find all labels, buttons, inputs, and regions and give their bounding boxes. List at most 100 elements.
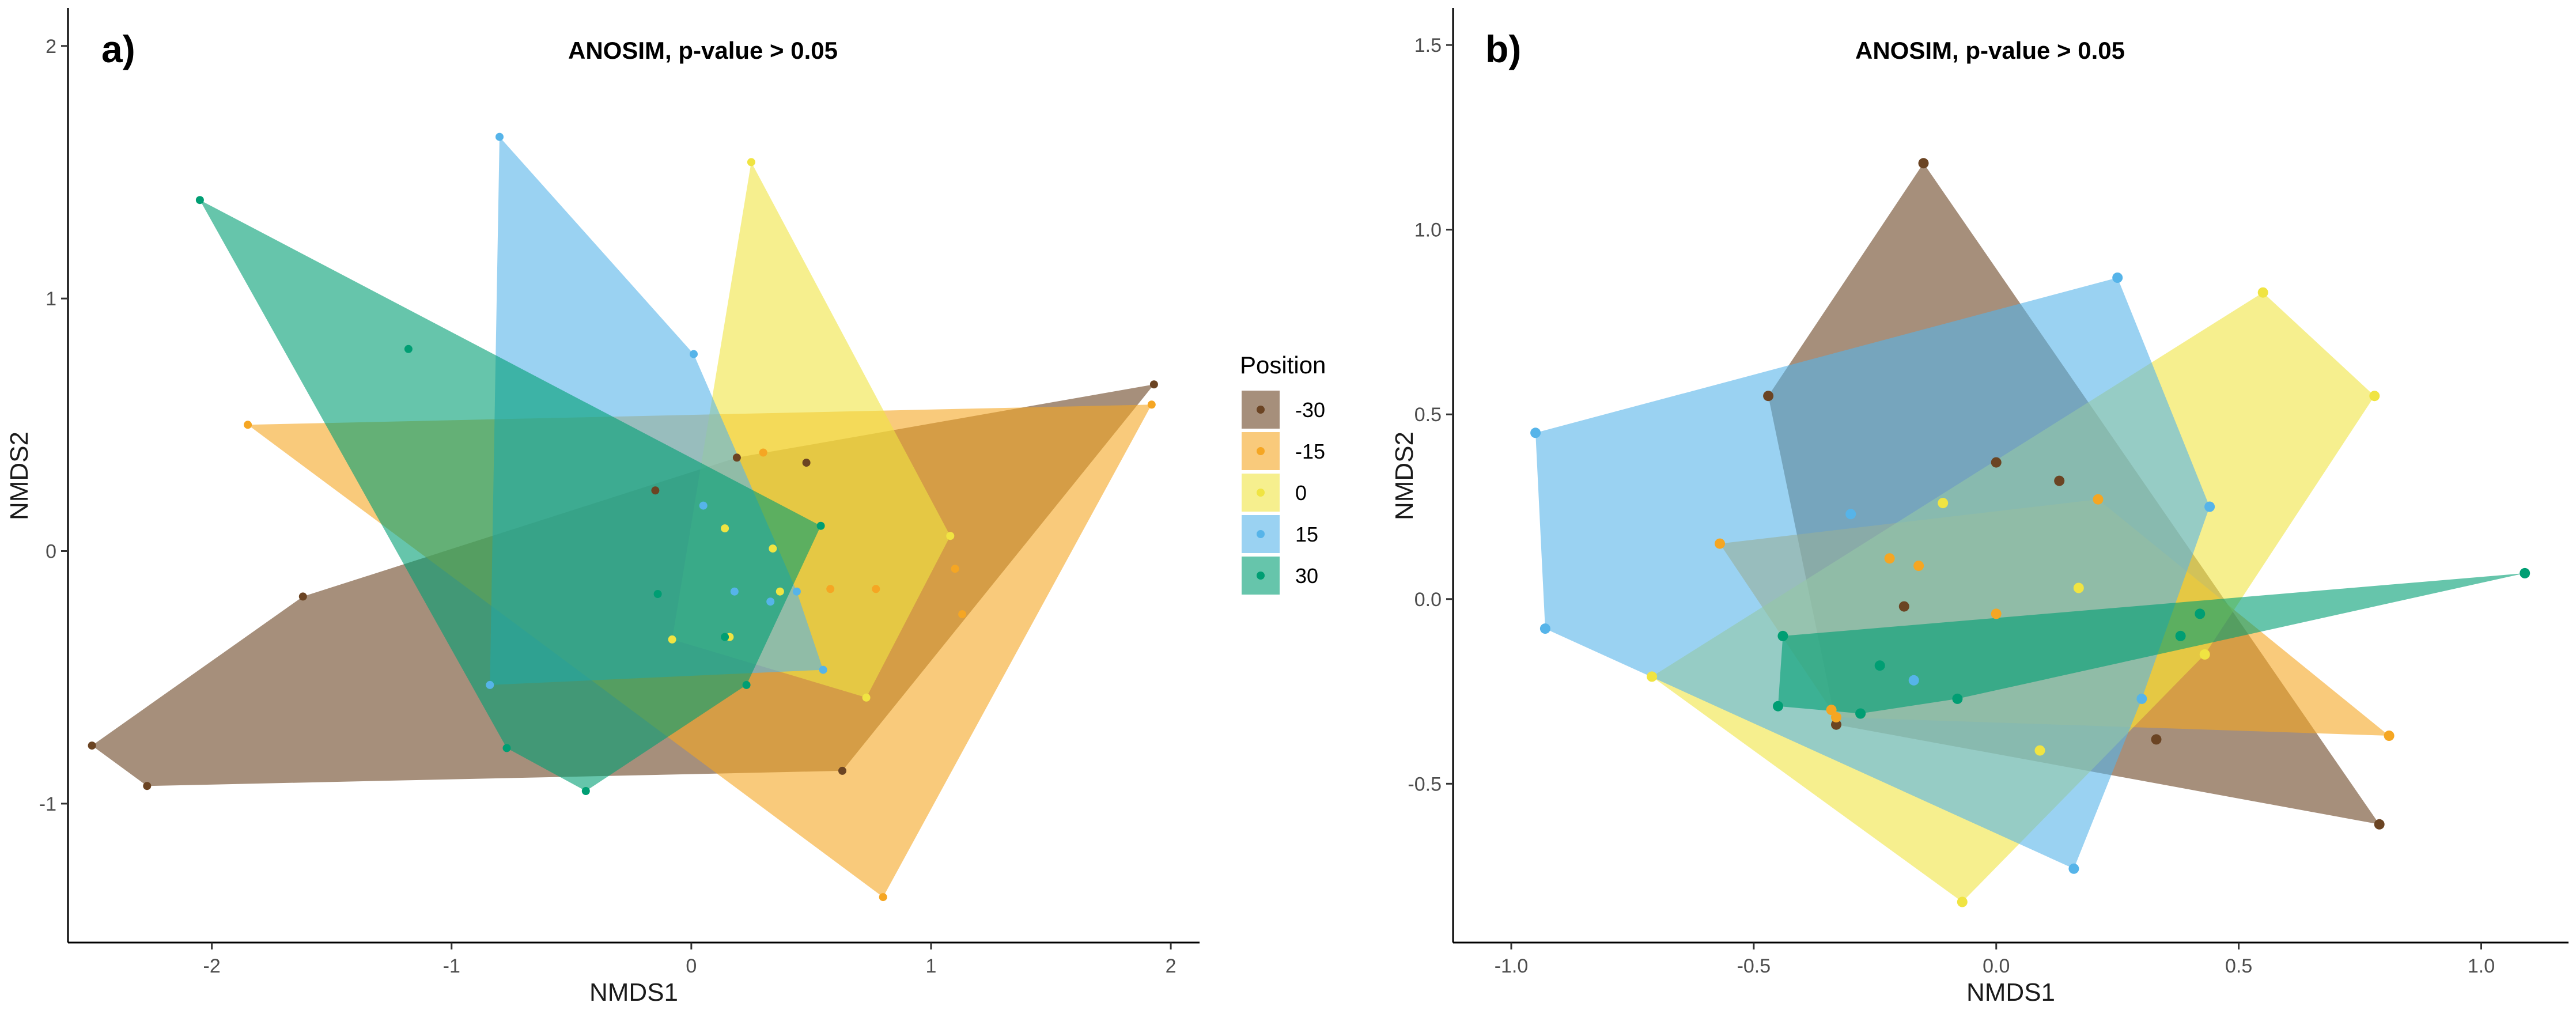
xtick-label-b-3: 0.5 <box>2225 955 2252 977</box>
point-a-series--15-6 <box>958 610 967 619</box>
xtick-label-a-1: -1 <box>443 955 460 977</box>
point-a-series--30-5 <box>802 459 811 467</box>
point-b-series--30-1 <box>1763 391 1774 402</box>
point-a-series--15-5 <box>951 565 959 573</box>
point-a-series-30-6 <box>742 680 751 689</box>
point-a-series--15-1 <box>759 448 767 457</box>
panel-b: b) ANOSIM, p-value > 0.05 -1.0 -0.5 0.0 0.5… <box>1390 8 2569 1007</box>
point-b-series-15-0 <box>1530 427 1541 438</box>
panel-a-label: a) <box>101 28 135 70</box>
point-b-series--30-7 <box>2374 819 2385 830</box>
point-b-series--15-6 <box>1831 712 1841 722</box>
point-a-series--15-3 <box>872 585 880 593</box>
point-a-series-0-0 <box>747 158 755 167</box>
ytick-label-a-3: 2 <box>46 36 56 58</box>
point-b-series-15-4 <box>1539 623 1550 634</box>
ytick-label-b-2: 0.5 <box>1414 404 1442 426</box>
point-a-series-0-2 <box>721 524 729 533</box>
point-a-series-0-3 <box>769 544 777 553</box>
point-b-series-30-0 <box>2520 567 2530 578</box>
point-b-series-15-7 <box>2068 863 2079 874</box>
legend-entry--15: -15 <box>1242 432 1325 470</box>
legend-label--15: -15 <box>1295 440 1325 463</box>
point-b-series-30-6 <box>1855 708 1866 719</box>
point-b-series--30-4 <box>1898 601 1909 612</box>
hull-b-series-30 <box>1778 573 2525 714</box>
point-a-series-0-6 <box>946 532 955 540</box>
point-a-series-30-0 <box>195 196 204 205</box>
point-b-series--15-2 <box>1913 561 1924 572</box>
point-a-series--15-7 <box>1147 400 1156 409</box>
point-a-series-30-4 <box>653 590 662 598</box>
point-a-series--30-2 <box>298 592 307 601</box>
panel-a-axes <box>67 8 1200 944</box>
hull-a-series-30 <box>199 200 821 792</box>
point-a-series-30-7 <box>816 521 825 530</box>
legend-entry-15: 15 <box>1242 515 1318 553</box>
point-a-series-15-1 <box>690 350 698 358</box>
legend-entry-30: 30 <box>1242 557 1318 595</box>
legend-entry--30: -30 <box>1242 391 1325 429</box>
panel-b-axes <box>1452 8 2569 944</box>
point-a-series-0-4 <box>776 587 784 596</box>
legend-label-15: 15 <box>1295 523 1318 546</box>
point-a-series-15-2 <box>699 501 708 510</box>
xtick-label-a-2: 0 <box>686 955 697 977</box>
legend-dot-0 <box>1257 489 1265 497</box>
ytick-label-a-1: 0 <box>46 541 56 563</box>
panel-a-points <box>88 133 1158 902</box>
point-b-series-0-2 <box>1938 498 1949 509</box>
xtick-label-b-4: 1.0 <box>2468 955 2495 977</box>
point-a-series--15-0 <box>244 421 252 429</box>
legend: Position -30 -15 0 15 30 <box>1240 351 1326 595</box>
panel-b-ticks: -1.0 -0.5 0.0 0.5 1.0 -0.5 0.0 0.5 1.0 1.5 <box>1408 35 2495 977</box>
legend-title: Position <box>1240 351 1326 379</box>
xtick-label-b-1: -0.5 <box>1737 955 1771 977</box>
point-b-series-15-2 <box>2204 501 2215 512</box>
point-b-series--15-3 <box>1991 608 2002 619</box>
panel-b-hulls <box>1535 163 2525 902</box>
point-b-series-15-1 <box>2112 273 2123 283</box>
point-b-series--15-5 <box>1826 705 1837 716</box>
panel-a-title: ANOSIM, p-value > 0.05 <box>568 37 838 64</box>
panel-a: a) ANOSIM, p-value > 0.05 -2 -1 0 1 2 -1 0 1 2 N… <box>5 8 1200 1007</box>
point-a-series-15-3 <box>486 680 494 689</box>
point-b-series-30-2 <box>2175 630 2186 641</box>
point-b-series-30-1 <box>2195 608 2206 619</box>
xtick-label-a-3: 1 <box>926 955 937 977</box>
point-b-series--30-5 <box>1831 719 1841 730</box>
point-a-series--30-0 <box>88 741 96 750</box>
point-a-series-30-2 <box>502 744 511 752</box>
panel-a-hulls <box>92 137 1154 898</box>
hull-b-series-15 <box>1535 278 2210 869</box>
point-b-series-0-1 <box>2369 391 2380 402</box>
point-b-series--30-3 <box>2054 475 2065 486</box>
panel-a-ticks: -2 -1 0 1 2 -1 0 1 2 <box>39 36 1177 977</box>
panel-b-points <box>1530 158 2530 907</box>
panel-b-ylabel: NMDS2 <box>1390 432 1418 520</box>
point-b-series-0-5 <box>1647 671 1658 682</box>
xtick-label-b-0: -1.0 <box>1495 955 1529 977</box>
point-a-series-30-5 <box>721 633 729 641</box>
ytick-label-b-4: 1.5 <box>1414 35 1442 56</box>
ytick-label-a-0: -1 <box>39 793 56 815</box>
panel-a-ylabel: NMDS2 <box>5 432 33 520</box>
point-b-series--15-7 <box>2384 731 2395 741</box>
legend-dot--30 <box>1257 406 1265 414</box>
ytick-label-b-0: -0.5 <box>1408 773 1442 795</box>
point-b-series-30-5 <box>1952 693 1963 704</box>
point-b-series-15-5 <box>1908 675 1919 686</box>
point-a-series-15-6 <box>792 587 801 596</box>
point-a-series-0-5 <box>862 693 871 702</box>
xtick-label-b-2: 0.0 <box>1983 955 2010 977</box>
point-a-series-0-1 <box>668 635 676 644</box>
point-a-series-30-1 <box>404 345 413 353</box>
point-b-series-15-6 <box>2136 693 2147 704</box>
ytick-label-a-2: 1 <box>46 288 56 310</box>
point-a-series-15-5 <box>766 597 775 606</box>
point-a-series--30-4 <box>732 453 741 462</box>
point-b-series--15-0 <box>1715 538 1725 549</box>
point-a-series-15-0 <box>495 133 504 141</box>
legend-label-30: 30 <box>1295 564 1318 588</box>
